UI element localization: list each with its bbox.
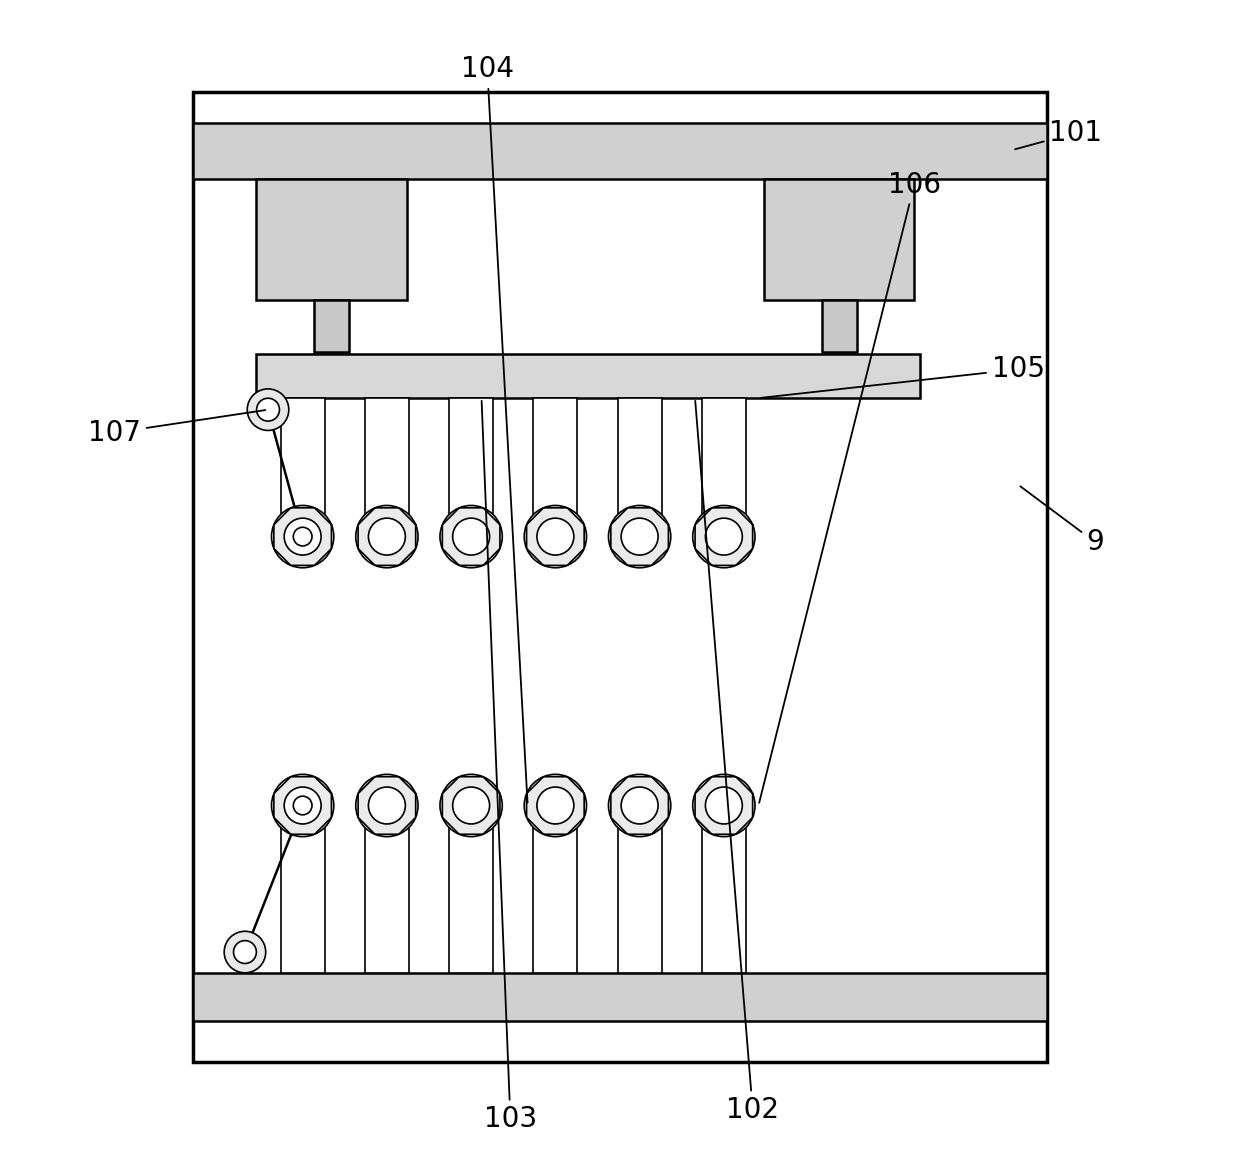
Circle shape xyxy=(453,518,490,555)
Bar xyxy=(365,398,409,537)
Circle shape xyxy=(294,796,312,815)
Circle shape xyxy=(440,774,502,837)
Circle shape xyxy=(285,519,320,554)
Circle shape xyxy=(621,518,658,555)
Text: 105: 105 xyxy=(761,355,1044,398)
Circle shape xyxy=(609,774,671,837)
Circle shape xyxy=(284,787,321,824)
Bar xyxy=(193,92,1047,1062)
Circle shape xyxy=(247,389,289,430)
Bar xyxy=(822,300,857,352)
Circle shape xyxy=(537,787,574,824)
Circle shape xyxy=(537,518,574,555)
Bar xyxy=(702,805,745,973)
Text: 107: 107 xyxy=(88,410,265,447)
Text: 103: 103 xyxy=(481,400,537,1133)
Circle shape xyxy=(525,505,587,568)
Circle shape xyxy=(294,527,312,546)
Circle shape xyxy=(272,505,334,568)
Bar xyxy=(449,398,494,537)
Text: 9: 9 xyxy=(1021,486,1105,556)
Circle shape xyxy=(368,787,405,824)
Circle shape xyxy=(356,505,418,568)
Bar xyxy=(764,179,914,300)
Circle shape xyxy=(224,931,265,973)
Bar xyxy=(533,398,578,537)
Bar xyxy=(257,354,920,398)
Circle shape xyxy=(440,505,502,568)
Bar xyxy=(365,805,409,973)
Circle shape xyxy=(272,774,334,837)
Circle shape xyxy=(693,505,755,568)
Bar xyxy=(193,123,1047,179)
Bar xyxy=(618,398,662,537)
Bar xyxy=(449,805,494,973)
Circle shape xyxy=(525,774,587,837)
Bar xyxy=(314,300,348,352)
Circle shape xyxy=(368,518,405,555)
Text: 104: 104 xyxy=(461,55,527,803)
Circle shape xyxy=(706,518,743,555)
Circle shape xyxy=(621,787,658,824)
Circle shape xyxy=(233,941,257,964)
Circle shape xyxy=(453,787,490,824)
Bar xyxy=(257,179,407,300)
Bar xyxy=(280,805,325,973)
Text: 102: 102 xyxy=(696,400,779,1124)
Circle shape xyxy=(356,774,418,837)
Circle shape xyxy=(257,398,279,421)
Bar xyxy=(618,805,662,973)
Circle shape xyxy=(706,787,743,824)
Bar xyxy=(533,805,578,973)
Text: 106: 106 xyxy=(759,171,941,803)
Bar xyxy=(280,398,325,537)
Text: 101: 101 xyxy=(1016,119,1102,149)
Bar xyxy=(193,973,1047,1021)
Bar xyxy=(702,398,745,537)
Circle shape xyxy=(285,788,320,823)
Circle shape xyxy=(693,774,755,837)
Circle shape xyxy=(284,518,321,555)
Circle shape xyxy=(609,505,671,568)
